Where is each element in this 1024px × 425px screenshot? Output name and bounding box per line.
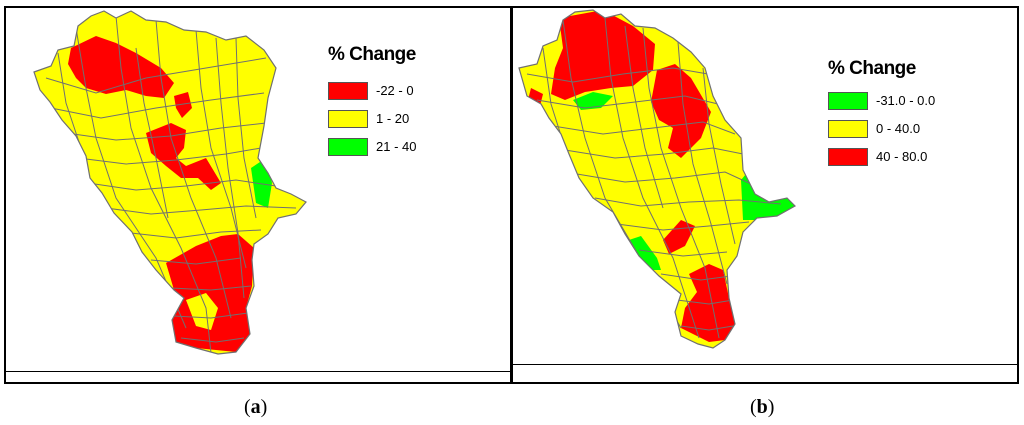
legend-swatch — [328, 138, 368, 156]
legend-label: -31.0 - 0.0 — [876, 93, 936, 108]
caption-letter: b — [756, 396, 768, 418]
legend-title: % Change — [828, 58, 916, 79]
region-red-middle-a — [146, 123, 221, 190]
legend-label: 40 - 80.0 — [876, 149, 928, 164]
region-green-south-b — [629, 236, 661, 270]
legend-label: 1 - 20 — [376, 111, 410, 126]
caption-a: (a) — [244, 396, 267, 419]
caption-open: ( — [750, 396, 757, 418]
watershed-outline-b — [518, 9, 796, 349]
legend-swatch — [828, 120, 868, 138]
legend-swatch — [328, 82, 368, 100]
caption-letter: a — [250, 396, 261, 418]
legend-label: -22 - 0 — [376, 83, 414, 98]
frame-divider — [513, 364, 1017, 365]
legend-swatch — [828, 148, 868, 166]
legend-label: 0 - 40.0 — [876, 121, 921, 136]
caption-close: ) — [767, 396, 775, 418]
region-red-small-a — [174, 92, 192, 118]
legend-swatch — [828, 92, 868, 110]
legend-label: 21 - 40 — [376, 139, 417, 154]
subbasin-boundaries-a — [45, 15, 297, 354]
caption-b: (b) — [750, 396, 774, 419]
region-red-middle-b — [663, 220, 695, 254]
region-green-east-b — [741, 168, 795, 220]
caption-close: ) — [260, 396, 268, 418]
map-panel-a: % Change -22 - 0 1 - 20 21 - 40 — [4, 6, 512, 384]
watershed-map-a — [33, 10, 307, 355]
subbasin-boundaries-b — [526, 17, 782, 339]
caption-open: ( — [244, 396, 251, 418]
region-red-east-b — [651, 64, 711, 158]
legend-b: % Change -31.0 - 0.0 0 - 40.0 40 - 80.0 — [828, 58, 935, 166]
legend-a: % Change -22 - 0 1 - 20 21 - 40 — [328, 44, 416, 156]
watershed-map-b — [518, 9, 796, 349]
legend-title: % Change — [328, 44, 416, 65]
frame-divider — [6, 371, 510, 372]
region-red-south-b — [681, 264, 735, 342]
map-panel-b: % Change -31.0 - 0.0 0 - 40.0 40 - 80.0 — [511, 6, 1019, 384]
watershed-outline-a — [33, 10, 307, 355]
region-yellow-south-a — [186, 293, 218, 330]
legend-swatch — [328, 110, 368, 128]
region-red-north-b — [551, 10, 655, 100]
